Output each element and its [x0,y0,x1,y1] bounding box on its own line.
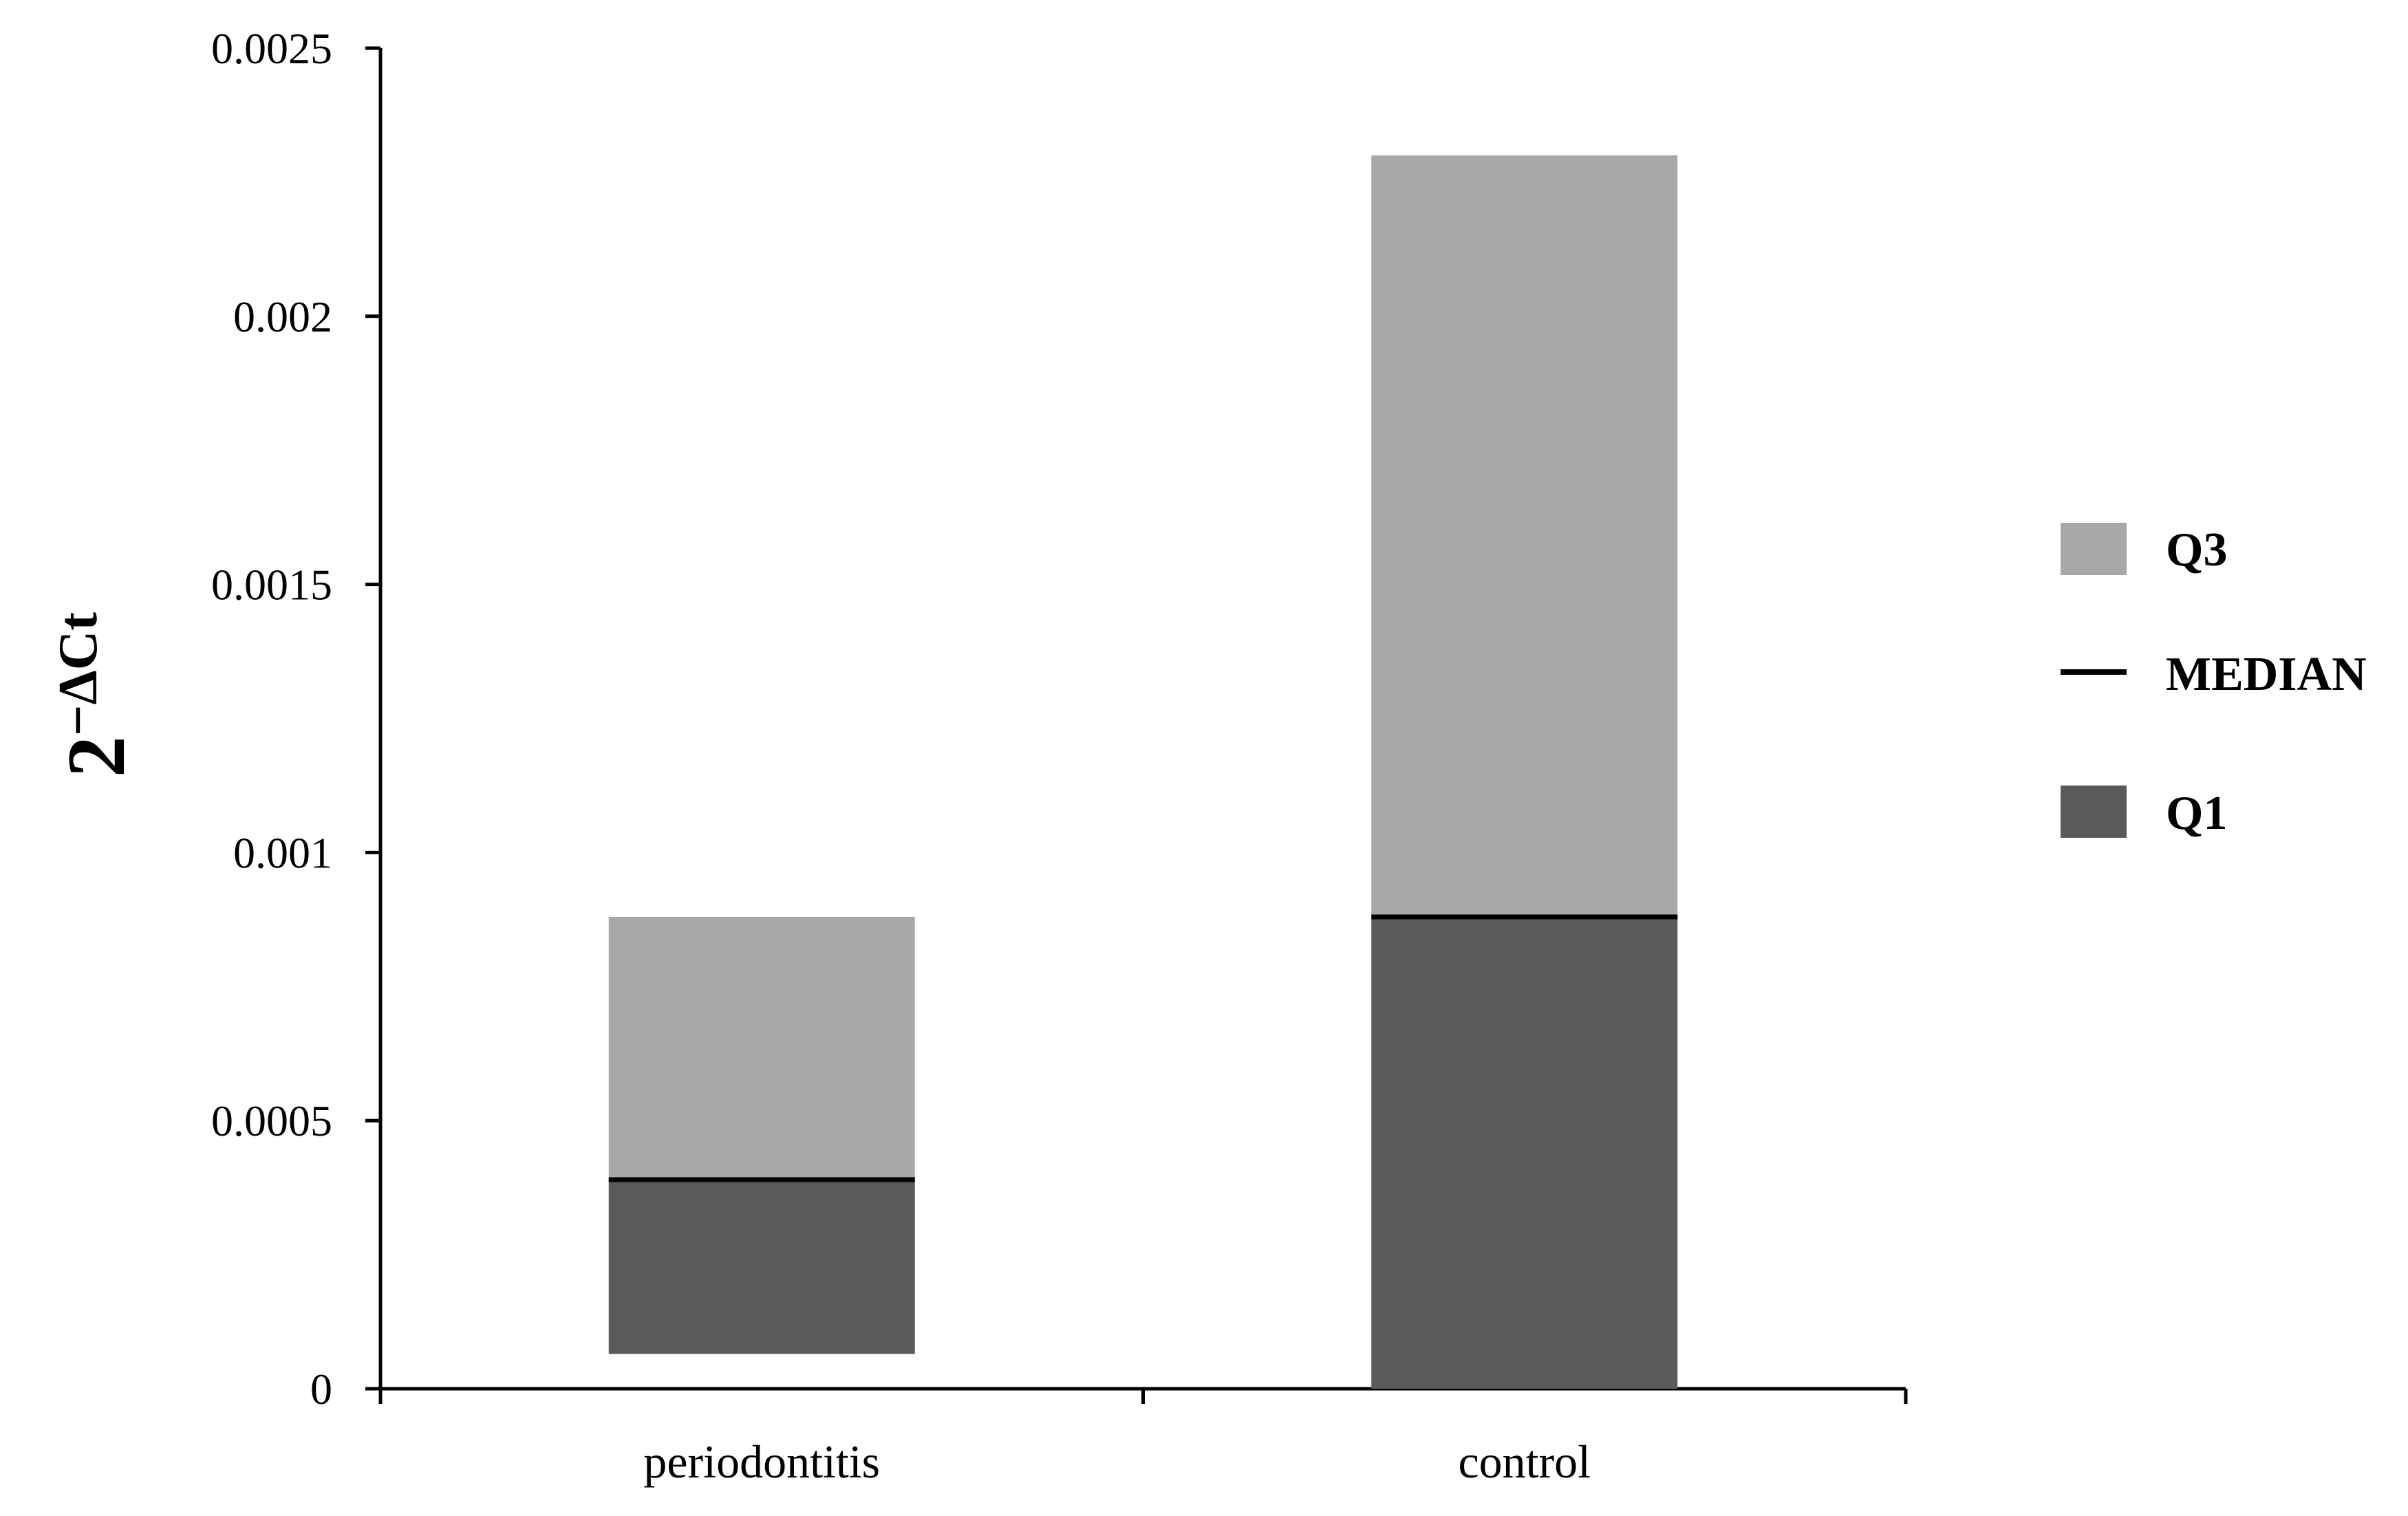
y-tick-label: 0 [310,1365,332,1414]
legend-label-q1: Q1 [2166,787,2227,840]
y-axis-title: 2−ΔCt [48,612,142,778]
bar-q3-periodontitis [608,916,915,1180]
legend-label-median: MEDIAN [2166,648,2367,701]
y-tick-label: 0.0025 [211,24,332,73]
y-ticks: 0 0.0005 0.001 0.0015 0.002 0.0025 [211,24,380,1414]
y-axis-title-exponent: −ΔCt [48,612,109,737]
y-tick-label: 0.001 [233,828,332,877]
legend-swatch-q3 [2061,523,2127,575]
legend-swatch-q1 [2061,786,2127,838]
legend-label-q3: Q3 [2166,523,2227,576]
y-tick-label: 0.0005 [211,1096,332,1145]
bar-q1-periodontitis [608,1179,915,1354]
bar-q3-control [1371,155,1678,917]
bars [608,155,1678,1389]
y-axis-title-group: 2−ΔCt [48,612,142,778]
x-category-label-periodontitis: periodontitis [643,1436,880,1488]
legend: Q3 MEDIAN Q1 [2061,523,2367,840]
y-tick-label: 0.002 [233,292,332,341]
y-tick-label: 0.0015 [211,561,332,609]
bar-q1-control [1371,916,1678,1389]
y-axis-title-base: 2 [50,736,142,777]
x-categories: periodontitis control [643,1436,1591,1488]
x-category-label-control: control [1458,1436,1591,1488]
